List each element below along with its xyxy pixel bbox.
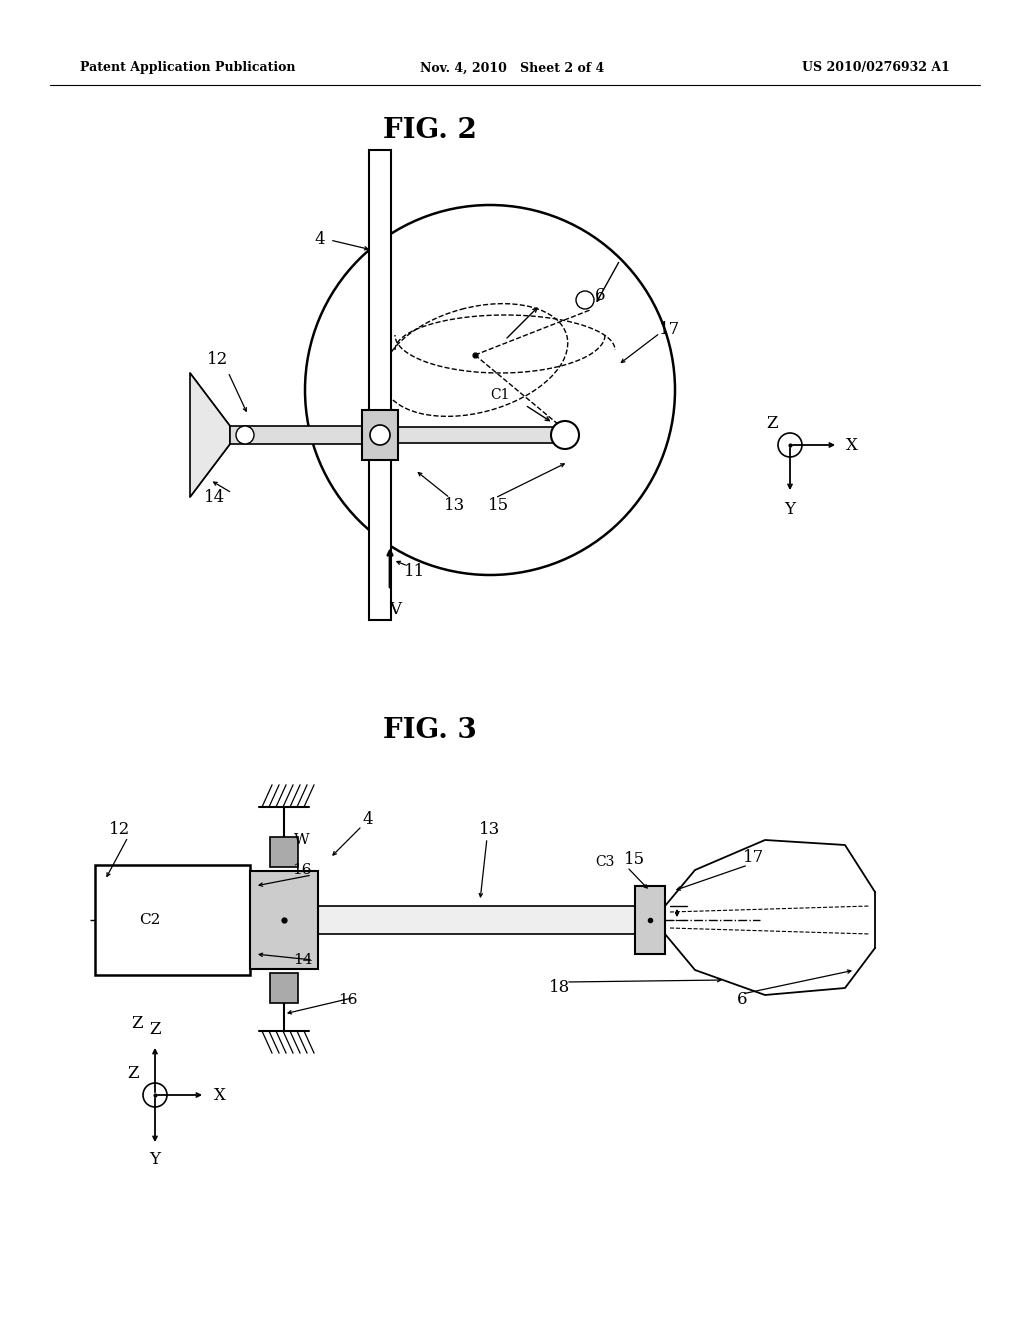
Text: 14: 14 <box>293 953 312 968</box>
Text: 13: 13 <box>479 821 501 838</box>
Bar <box>362 411 398 459</box>
Text: US 2010/0276932 A1: US 2010/0276932 A1 <box>802 62 950 74</box>
Text: 17: 17 <box>659 322 681 338</box>
Text: 16: 16 <box>338 993 357 1007</box>
Bar <box>250 871 318 969</box>
Polygon shape <box>190 374 230 498</box>
Text: FIG. 2: FIG. 2 <box>383 116 477 144</box>
Text: 15: 15 <box>624 851 644 869</box>
Text: Z: Z <box>766 414 778 432</box>
Text: Z: Z <box>131 1015 142 1031</box>
Circle shape <box>143 1082 167 1107</box>
Text: 11: 11 <box>404 564 426 581</box>
Circle shape <box>551 421 579 449</box>
Bar <box>369 150 391 620</box>
Text: 12: 12 <box>208 351 228 368</box>
Bar <box>635 886 665 954</box>
Text: C3: C3 <box>595 855 614 869</box>
Text: 4: 4 <box>314 231 326 248</box>
Text: Patent Application Publication: Patent Application Publication <box>80 62 296 74</box>
Text: Y: Y <box>150 1151 161 1168</box>
Bar <box>318 906 635 935</box>
Circle shape <box>370 425 390 445</box>
Text: Y: Y <box>784 502 796 519</box>
Circle shape <box>236 426 254 444</box>
Text: W: W <box>294 833 310 847</box>
Text: X: X <box>846 437 858 454</box>
Text: V: V <box>389 602 401 619</box>
Text: 6: 6 <box>595 286 605 304</box>
Text: 15: 15 <box>487 496 509 513</box>
Bar <box>398 426 565 444</box>
Bar <box>270 837 298 867</box>
Text: 18: 18 <box>549 979 570 997</box>
Text: Z: Z <box>150 1020 161 1038</box>
Text: 4: 4 <box>362 812 374 829</box>
Text: 12: 12 <box>110 821 131 838</box>
Circle shape <box>778 433 802 457</box>
Text: C1: C1 <box>490 388 510 403</box>
Circle shape <box>575 290 594 309</box>
Text: 13: 13 <box>444 496 466 513</box>
Bar <box>270 973 298 1003</box>
Text: C2: C2 <box>139 913 161 927</box>
Bar <box>95 865 250 975</box>
Text: Nov. 4, 2010   Sheet 2 of 4: Nov. 4, 2010 Sheet 2 of 4 <box>420 62 604 74</box>
Text: 14: 14 <box>205 490 225 507</box>
Text: Z: Z <box>127 1064 138 1081</box>
Text: 16: 16 <box>292 863 311 876</box>
Text: FIG. 3: FIG. 3 <box>383 717 477 743</box>
Text: 17: 17 <box>743 850 765 866</box>
Bar <box>230 426 362 444</box>
Text: 6: 6 <box>736 991 748 1008</box>
Text: X: X <box>214 1086 226 1104</box>
